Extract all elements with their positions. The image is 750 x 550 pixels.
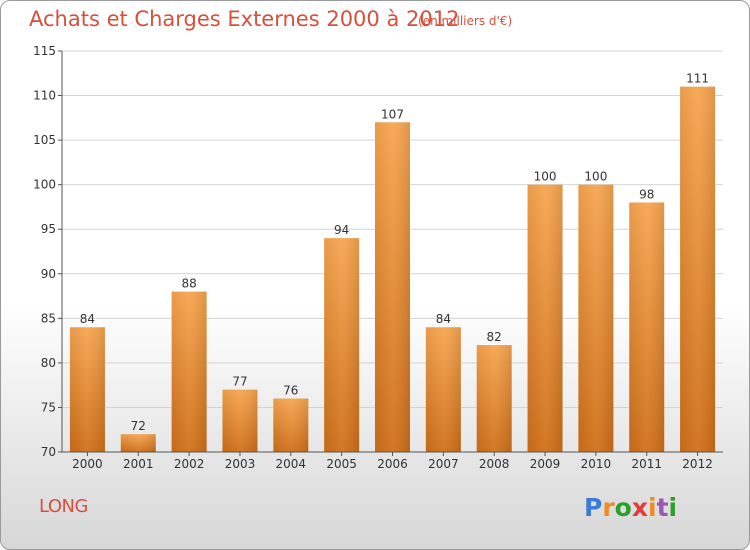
chart-title: Achats et Charges Externes 2000 à 2012 xyxy=(29,7,460,31)
data-label: 77 xyxy=(232,375,247,389)
bar-shade xyxy=(629,202,665,452)
bar-shade xyxy=(324,238,360,452)
data-label: 84 xyxy=(80,312,95,326)
x-tick-label: 2010 xyxy=(581,457,612,471)
bar-shade xyxy=(120,434,156,452)
y-tick-label: 105 xyxy=(33,133,56,147)
x-tick-label: 2011 xyxy=(631,457,662,471)
axes xyxy=(58,50,723,456)
y-tick-label: 95 xyxy=(41,222,56,236)
data-label: 98 xyxy=(639,187,654,201)
bar-shade xyxy=(680,86,716,453)
y-tick-label: 80 xyxy=(41,356,56,370)
x-tick-label: 2001 xyxy=(123,457,154,471)
data-label: 100 xyxy=(584,170,607,184)
bar-shade xyxy=(578,184,614,452)
x-tick-label: 2005 xyxy=(326,457,357,471)
bar-shade xyxy=(273,398,309,452)
bar-shade xyxy=(222,389,258,452)
labels: 70 75 80 85 90 95 100 105 110 115 84 2000 72 2001 88 20… xyxy=(33,44,713,471)
x-tick-label: 2006 xyxy=(377,457,408,471)
bar-shade xyxy=(69,327,105,452)
logo-letter: i xyxy=(668,493,678,522)
bar-shade xyxy=(171,291,207,452)
data-label: 76 xyxy=(283,384,298,398)
data-label: 72 xyxy=(131,419,146,433)
data-label: 84 xyxy=(436,312,451,326)
data-label: 111 xyxy=(686,72,709,86)
x-tick-label: 2012 xyxy=(682,457,713,471)
x-tick-label: 2007 xyxy=(428,457,459,471)
logo-letter: i xyxy=(648,493,657,522)
commune-name: LONG xyxy=(39,496,88,517)
y-tick-label: 70 xyxy=(41,445,56,459)
proxiti-logo: Proxiti xyxy=(584,493,677,522)
data-label: 94 xyxy=(334,223,349,237)
bar-shade xyxy=(375,122,410,453)
bar-shade xyxy=(476,345,512,452)
y-tick-label: 90 xyxy=(41,267,56,281)
x-tick-label: 2004 xyxy=(276,457,307,471)
data-label: 107 xyxy=(381,107,404,121)
y-tick-label: 115 xyxy=(33,44,56,58)
bar-shade xyxy=(527,184,563,452)
y-tick-label: 75 xyxy=(41,400,56,414)
x-tick-label: 2002 xyxy=(174,457,205,471)
chart-subtitle: (en milliers d'€) xyxy=(418,14,513,28)
y-tick-label: 100 xyxy=(33,178,56,192)
bars xyxy=(69,86,716,453)
y-tick-label: 85 xyxy=(41,311,56,325)
x-tick-label: 2008 xyxy=(479,457,510,471)
data-label: 82 xyxy=(487,330,502,344)
logo-letter: t xyxy=(656,493,669,522)
bar-shade xyxy=(425,327,461,452)
x-tick-label: 2003 xyxy=(225,457,256,471)
y-tick-label: 110 xyxy=(33,89,56,103)
logo-letter: o xyxy=(614,493,632,522)
logo-letter: x xyxy=(631,493,648,522)
logo-letter: r xyxy=(602,493,615,522)
x-tick-label: 2009 xyxy=(530,457,561,471)
logo-letter: P xyxy=(584,493,603,522)
x-tick-label: 2000 xyxy=(72,457,103,471)
data-label: 100 xyxy=(534,170,557,184)
data-label: 88 xyxy=(181,277,196,291)
